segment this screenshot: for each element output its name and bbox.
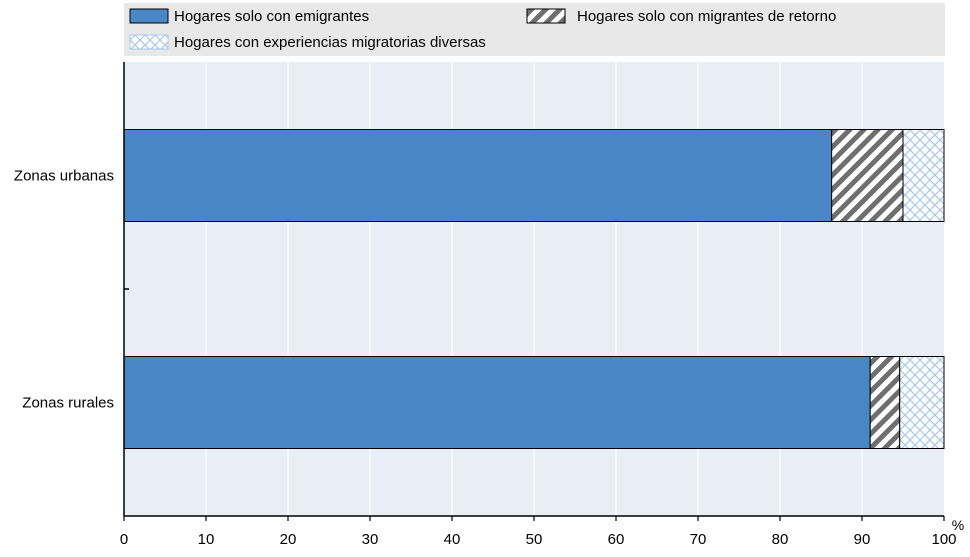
legend-item-diversas: Hogares con experiencias migratorias div… bbox=[129, 34, 486, 51]
bar-segment-diversas bbox=[902, 129, 945, 222]
bar-segment-retorno bbox=[831, 129, 904, 222]
bar-segment-diversas bbox=[899, 356, 945, 449]
x-tick-label: 10 bbox=[198, 531, 215, 548]
category-label: Zonas rurales bbox=[22, 395, 114, 412]
x-tick-label: 100 bbox=[931, 531, 956, 548]
bar-segment-emigrantes bbox=[123, 129, 833, 222]
category-label: Zonas urbanas bbox=[14, 168, 114, 185]
legend-item-emigrantes: Hogares solo con emigrantes bbox=[129, 8, 369, 25]
legend-label-diversas: Hogares con experiencias migratorias div… bbox=[174, 34, 486, 51]
category-labels: Zonas urbanas Zonas rurales bbox=[14, 168, 114, 412]
legend-swatch-emigrantes bbox=[129, 8, 169, 24]
legend-swatch-diversas bbox=[129, 34, 169, 50]
x-tick-label: 30 bbox=[362, 531, 379, 548]
x-axis-unit-label: % bbox=[952, 517, 964, 533]
legend-item-retorno: Hogares solo con migrantes de retorno bbox=[526, 8, 836, 25]
x-tick-label: 50 bbox=[526, 531, 543, 548]
legend: Hogares solo con emigrantes Hogares solo… bbox=[124, 3, 945, 56]
x-tick-label: 20 bbox=[280, 531, 297, 548]
x-tick-label: 70 bbox=[690, 531, 707, 548]
legend-label-retorno: Hogares solo con migrantes de retorno bbox=[577, 8, 836, 25]
legend-swatch-retorno bbox=[526, 8, 566, 24]
x-tick-label: 90 bbox=[854, 531, 871, 548]
bar-segment-retorno bbox=[869, 356, 901, 449]
x-tick-label: 80 bbox=[772, 531, 789, 548]
bar-segment-emigrantes bbox=[123, 356, 871, 449]
legend-label-emigrantes: Hogares solo con emigrantes bbox=[174, 8, 369, 25]
x-tick-label: 0 bbox=[120, 531, 128, 548]
x-axis-ticks: 0 10 20 30 40 50 60 70 80 90 100 bbox=[120, 516, 957, 548]
x-tick-label: 40 bbox=[444, 531, 461, 548]
x-tick-label: 60 bbox=[608, 531, 625, 548]
